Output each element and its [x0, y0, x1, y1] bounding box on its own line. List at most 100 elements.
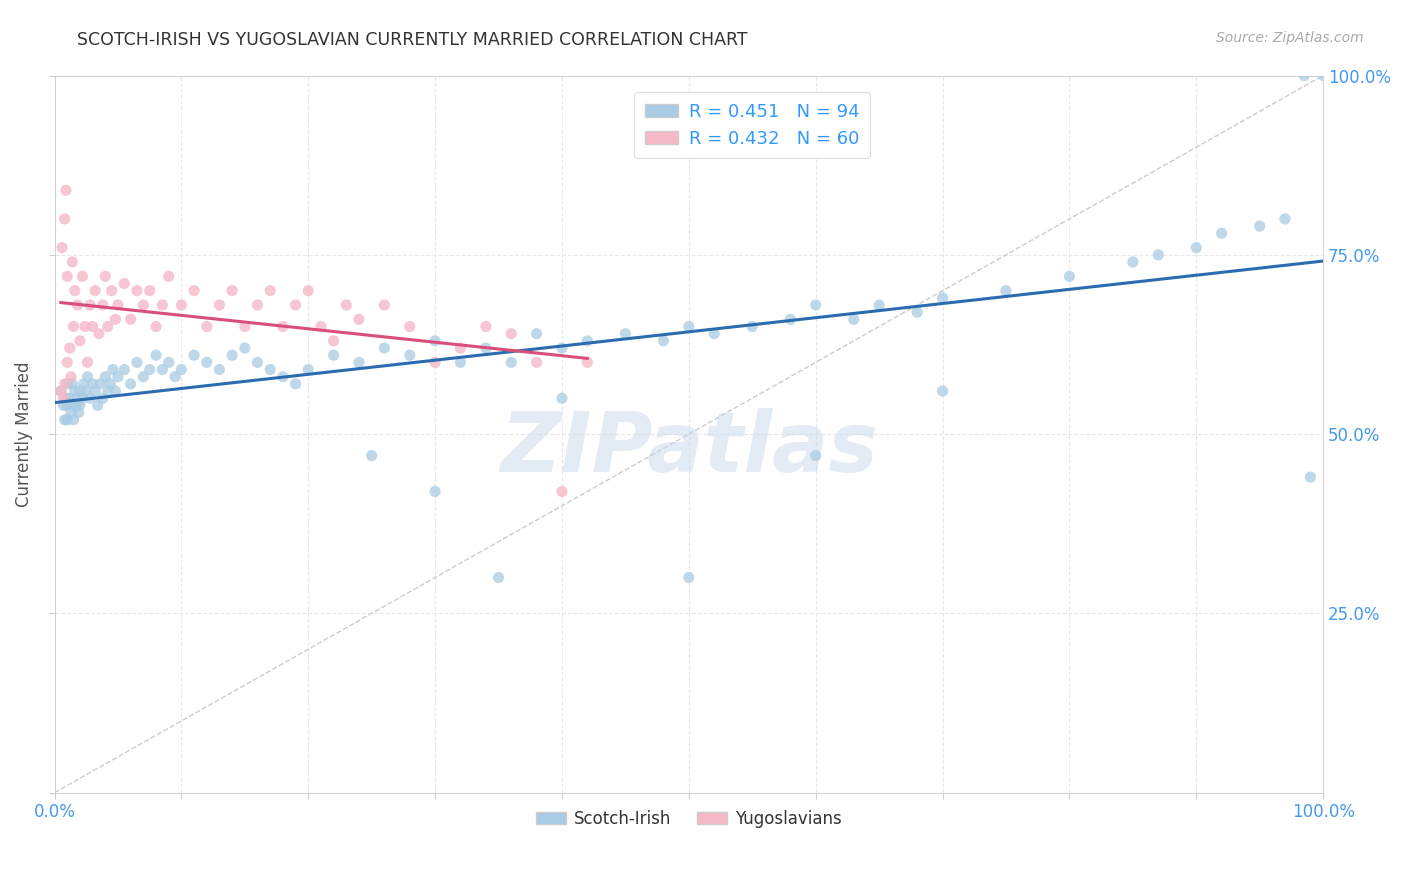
Point	[170, 298, 193, 312]
Point	[59, 341, 82, 355]
Point	[233, 341, 256, 355]
Point	[125, 355, 148, 369]
Point	[112, 277, 135, 291]
Point	[120, 376, 142, 391]
Point	[94, 369, 117, 384]
Point	[423, 355, 446, 369]
Point	[60, 369, 83, 384]
Point	[208, 362, 231, 376]
Legend: Scotch-Irish, Yugoslavians: Scotch-Irish, Yugoslavians	[529, 803, 848, 835]
Point	[79, 298, 101, 312]
Point	[373, 341, 395, 355]
Point	[678, 319, 700, 334]
Point	[931, 384, 953, 398]
Point	[49, 384, 72, 398]
Point	[271, 319, 294, 334]
Point	[373, 298, 395, 312]
Point	[53, 376, 76, 391]
Point	[1274, 211, 1296, 226]
Point	[72, 391, 94, 405]
Point	[347, 355, 370, 369]
Point	[101, 362, 124, 376]
Point	[488, 570, 510, 584]
Point	[271, 369, 294, 384]
Point	[551, 391, 574, 405]
Point	[107, 298, 129, 312]
Point	[614, 326, 637, 341]
Point	[56, 398, 79, 412]
Point	[297, 362, 319, 376]
Point	[125, 284, 148, 298]
Point	[501, 355, 523, 369]
Point	[72, 269, 94, 284]
Point	[60, 255, 83, 269]
Point	[62, 398, 84, 412]
Point	[150, 298, 173, 312]
Point	[501, 326, 523, 341]
Point	[120, 312, 142, 326]
Point	[67, 406, 90, 420]
Point	[221, 348, 243, 362]
Point	[170, 362, 193, 376]
Point	[221, 284, 243, 298]
Point	[526, 355, 548, 369]
Point	[104, 312, 127, 326]
Point	[60, 406, 83, 420]
Point	[183, 284, 205, 298]
Point	[132, 298, 155, 312]
Point	[804, 298, 827, 312]
Point	[842, 312, 865, 326]
Point	[1059, 269, 1081, 284]
Point	[73, 376, 96, 391]
Point	[195, 319, 218, 334]
Point	[994, 284, 1017, 298]
Point	[84, 284, 107, 298]
Point	[89, 376, 111, 391]
Point	[703, 326, 725, 341]
Point	[98, 376, 121, 391]
Point	[84, 384, 107, 398]
Point	[145, 319, 167, 334]
Y-axis label: Currently Married: Currently Married	[15, 361, 32, 507]
Point	[82, 319, 104, 334]
Point	[284, 376, 307, 391]
Point	[82, 376, 104, 391]
Point	[91, 391, 114, 405]
Point	[450, 355, 472, 369]
Point	[55, 183, 77, 197]
Point	[183, 348, 205, 362]
Point	[100, 284, 122, 298]
Point	[246, 355, 269, 369]
Point	[94, 269, 117, 284]
Point	[475, 341, 498, 355]
Point	[52, 391, 75, 405]
Point	[157, 355, 180, 369]
Point	[60, 376, 83, 391]
Point	[931, 291, 953, 305]
Point	[138, 362, 160, 376]
Point	[63, 384, 86, 398]
Point	[87, 326, 110, 341]
Point	[56, 269, 79, 284]
Point	[157, 269, 180, 284]
Point	[208, 298, 231, 312]
Point	[576, 355, 599, 369]
Point	[69, 334, 91, 348]
Point	[309, 319, 332, 334]
Point	[652, 334, 675, 348]
Point	[246, 298, 269, 312]
Point	[347, 312, 370, 326]
Point	[551, 341, 574, 355]
Point	[107, 369, 129, 384]
Point	[55, 391, 77, 405]
Point	[51, 241, 73, 255]
Point	[104, 384, 127, 398]
Point	[1249, 219, 1271, 233]
Point	[66, 391, 89, 405]
Point	[322, 348, 344, 362]
Point	[423, 334, 446, 348]
Point	[423, 484, 446, 499]
Point	[779, 312, 801, 326]
Point	[79, 391, 101, 405]
Point	[259, 362, 281, 376]
